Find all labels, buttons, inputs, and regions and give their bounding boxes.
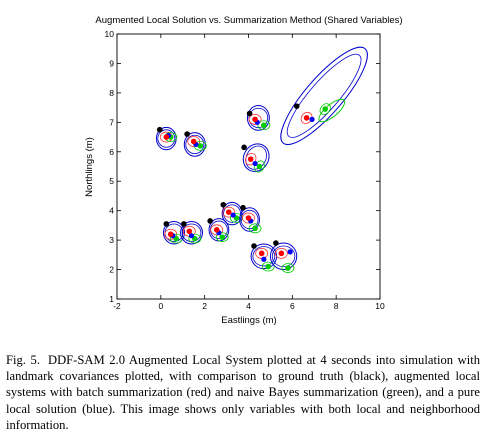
covariance-ellipse-inner (252, 246, 276, 267)
covariance-ellipse-local (221, 201, 243, 226)
local-solution-point (287, 249, 293, 255)
batch-summarization-point (278, 250, 285, 257)
figure-caption: Fig. 5. DDF-SAM 2.0 Augmented Local Syste… (6, 352, 480, 433)
x-tick-label: 8 (334, 301, 339, 311)
naive-bayes-point (322, 106, 329, 112)
x-tick-label: 10 (375, 301, 385, 311)
covariance-ellipse-batch (274, 247, 288, 259)
covariance-ellipse-local (246, 105, 270, 131)
batch-summarization-point (225, 209, 232, 215)
ground-truth-point (241, 144, 247, 151)
local-solution-point (230, 212, 236, 218)
local-solution-point (309, 116, 315, 122)
local-solution-point (188, 233, 195, 239)
batch-summarization-point (163, 134, 170, 140)
ground-truth-point (184, 131, 190, 137)
covariance-ellipse-local (269, 242, 298, 271)
x-tick-label: 0 (158, 301, 163, 311)
y-tick-label: 8 (109, 88, 114, 98)
covariance-ellipse-naive (188, 233, 202, 244)
ground-truth-point (207, 218, 213, 224)
covariance-ellipse-local (162, 221, 186, 245)
ground-truth-point (273, 240, 279, 246)
figure-plot: Augmented Local Solution vs. Summarizati… (84, 15, 403, 326)
y-tick-label: 3 (109, 235, 114, 245)
covariance-ellipse-inner (157, 129, 176, 148)
y-tick-label: 7 (109, 117, 114, 127)
ground-truth-point (156, 126, 163, 133)
covariance-ellipse-local (183, 132, 206, 157)
covariance-ellipse-inner (271, 245, 296, 268)
covariance-ellipse-naive (215, 232, 229, 243)
landmark-points (156, 103, 329, 271)
x-tick-label: -2 (113, 301, 121, 311)
covariance-ellipse-naive (248, 223, 262, 234)
ground-truth-point (181, 221, 187, 227)
x-tick-label: 2 (202, 301, 207, 311)
y-axis-label: Northlings (m) (84, 137, 95, 197)
y-tick-label: 1 (109, 294, 114, 304)
ground-truth-point (220, 201, 227, 208)
y-axis-label-group: Northlings (m) (84, 137, 95, 197)
covariance-ellipse-inner (245, 145, 267, 170)
covariance-ellipse-inner (240, 209, 259, 230)
batch-summarization-point (213, 227, 220, 233)
chart-title: Augmented Local Solution vs. Summarizati… (95, 15, 402, 26)
y-tick-label: 2 (109, 265, 114, 275)
caption-text: DDF-SAM 2.0 Augmented Local System plott… (6, 353, 481, 432)
naive-bayes-point (256, 163, 263, 170)
batch-summarization-point (303, 115, 310, 121)
y-tick-label: 6 (109, 147, 114, 157)
y-tick-label: 10 (105, 29, 115, 39)
batch-summarization-point (167, 231, 174, 238)
local-solution-point (252, 160, 258, 167)
naive-bayes-point (252, 225, 258, 232)
batch-summarization-point (186, 228, 193, 235)
ground-truth-point (163, 221, 170, 227)
batch-summarization-point (245, 215, 252, 221)
ground-truth-point (251, 243, 257, 249)
covariance-ellipse-naive (281, 263, 295, 273)
x-tick-label: 6 (290, 301, 295, 311)
ground-truth-point (240, 204, 246, 211)
covariance-ellipse-inner (286, 53, 362, 138)
x-axis-label: Eastlings (m) (221, 315, 276, 326)
covariance-ellipse-local (242, 143, 270, 172)
x-tick-label: 4 (246, 301, 251, 311)
covariance-ellipse-batch (248, 113, 262, 125)
naive-bayes-point (197, 143, 204, 149)
naive-bayes-point (265, 263, 272, 270)
naive-bayes-point (285, 265, 291, 271)
naive-bayes-point (219, 234, 225, 240)
local-solution-point (261, 256, 267, 262)
y-tick-label: 5 (109, 176, 114, 186)
covariance-ellipse-inner (181, 223, 202, 242)
ground-truth-point (246, 110, 253, 117)
covariance-ellipse-local (180, 221, 203, 245)
ground-truth-point (293, 103, 300, 109)
covariance-ellipse-local (239, 207, 260, 232)
covariance-ellipse-naive-large (318, 98, 346, 123)
covariance-ellipse-naive (257, 120, 271, 131)
caption-label: Fig. 5. (6, 353, 40, 367)
plot-frame (116, 33, 381, 300)
naive-bayes-point (261, 122, 267, 129)
batch-summarization-point (190, 138, 197, 145)
y-tick-label: 4 (109, 206, 114, 216)
covariance-ellipse-naive (261, 261, 275, 272)
covariance-ellipse-local (280, 46, 368, 145)
covariance-ellipse-batch (242, 212, 255, 224)
y-tick-label: 9 (109, 58, 114, 68)
covariance-ellipse-batch (222, 206, 236, 218)
batch-summarization-point (258, 250, 265, 257)
batch-summarization-point (252, 116, 258, 123)
covariance-ellipse-inner (185, 134, 205, 155)
batch-summarization-point (247, 156, 254, 162)
